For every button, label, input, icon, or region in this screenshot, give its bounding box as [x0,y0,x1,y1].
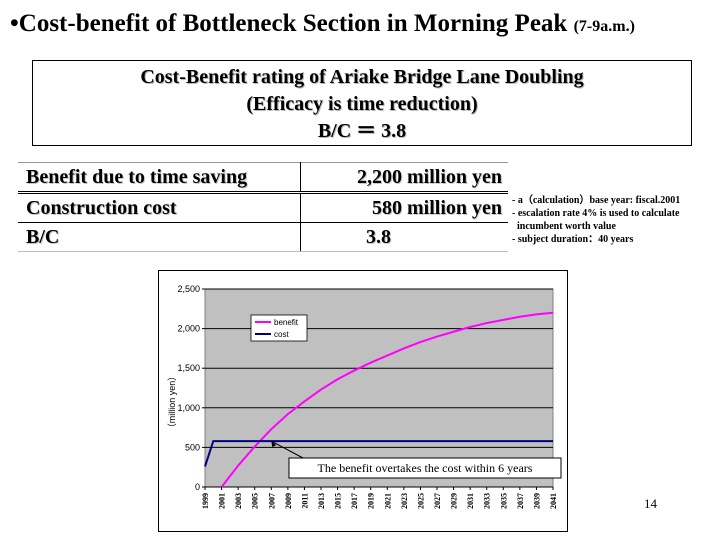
note-line: incumbent worth value [512,221,616,232]
legend-label-cost: cost [274,330,289,339]
y-tick-label: 1,000 [177,403,200,413]
annotation-text: The benefit overtakes the cost within 6 … [318,461,533,475]
x-tick-label: 2013 [317,493,326,509]
legend-label-benefit: benefit [274,318,299,327]
x-tick-label: 2035 [499,493,508,509]
x-tick-label: 2029 [450,493,459,509]
y-tick-label: 0 [195,482,200,492]
title-time-range: (7-9a.m.) [573,18,635,35]
x-tick-label: 2023 [400,493,409,509]
x-tick-label: 2033 [483,493,492,509]
x-tick-label: 2031 [466,493,475,509]
x-tick-label: 2019 [367,493,376,509]
x-tick-label: 2037 [516,493,525,509]
note-line: - subject duration：40 years [512,234,634,245]
note-line: - escalation rate 4% is used to calculat… [512,208,680,219]
annotation-arrowhead [271,441,277,448]
y-axis-label: （million yen） [167,372,177,433]
title-main: Cost-benefit of Bottleneck Section in Mo… [18,10,568,37]
chart-frame: 0 500 1,000 1,500 2,000 2,500 1999 2001 2003 2005… [158,270,568,532]
x-tick-label: 2015 [334,493,343,509]
page-number: 14 [644,496,657,511]
x-tick-label: 2039 [532,493,541,509]
table-row: B/C 3.8 [18,222,508,252]
slide-title: •Cost-benefit of Bottleneck Section in M… [10,10,720,38]
y-tick-label: 500 [185,442,200,452]
rating-line-1: Cost-Benefit rating of Ariake Bridge Lan… [140,66,584,88]
table-label: Benefit due to time saving [18,162,301,194]
note-line: - a（calculation）base year: fiscal.2001 [512,195,681,206]
y-tick-label: 1,500 [177,363,200,373]
y-tick-label: 2,500 [177,284,200,294]
x-tick-label: 2027 [433,493,442,509]
x-tick-label: 2017 [350,493,359,509]
x-tick-label: 2007 [267,493,276,509]
rating-box: Cost-Benefit rating of Ariake Bridge Lan… [32,60,692,146]
table-label: Construction cost [18,192,301,223]
title-bullet: • [10,10,19,37]
table-value: 3.8 [300,222,508,252]
y-tick-label: 2,000 [177,324,200,334]
table-row: Benefit due to time saving 2,200 million… [18,162,508,194]
table-row: Construction cost 580 million yen [18,192,508,223]
series-line-benefit [220,311,554,488]
annotation-arrow [271,440,304,459]
cost-benefit-chart: 0 500 1,000 1,500 2,000 2,500 1999 2001 2003 2005… [167,284,562,509]
x-tick-label: 2003 [234,493,243,509]
cost-benefit-table: Benefit due to time saving 2,200 million… [18,162,508,252]
rating-line-2: (Efficacy is time reduction) [246,93,478,115]
annotation-box [288,457,562,479]
x-tick-label: 2001 [218,493,227,509]
x-tick-label: 2005 [251,493,260,509]
legend-box [250,314,308,342]
x-tick-label: 2025 [416,493,425,509]
table-label: B/C [18,222,301,252]
x-tick-label: 2009 [284,493,293,509]
x-tick-label: 2021 [383,493,392,509]
series-line-cost [204,440,553,467]
table-value: 580 million yen [300,192,508,223]
x-tick-label: 2041 [549,493,558,509]
x-tick-label: 1999 [201,493,210,509]
x-tick-label: 2011 [300,493,309,509]
rating-line-3: B/C ＝ 3.8 [317,120,407,142]
table-value: 2,200 million yen [300,162,508,194]
assumption-notes: - a（calculation）base year: fiscal.2001 -… [512,194,680,246]
